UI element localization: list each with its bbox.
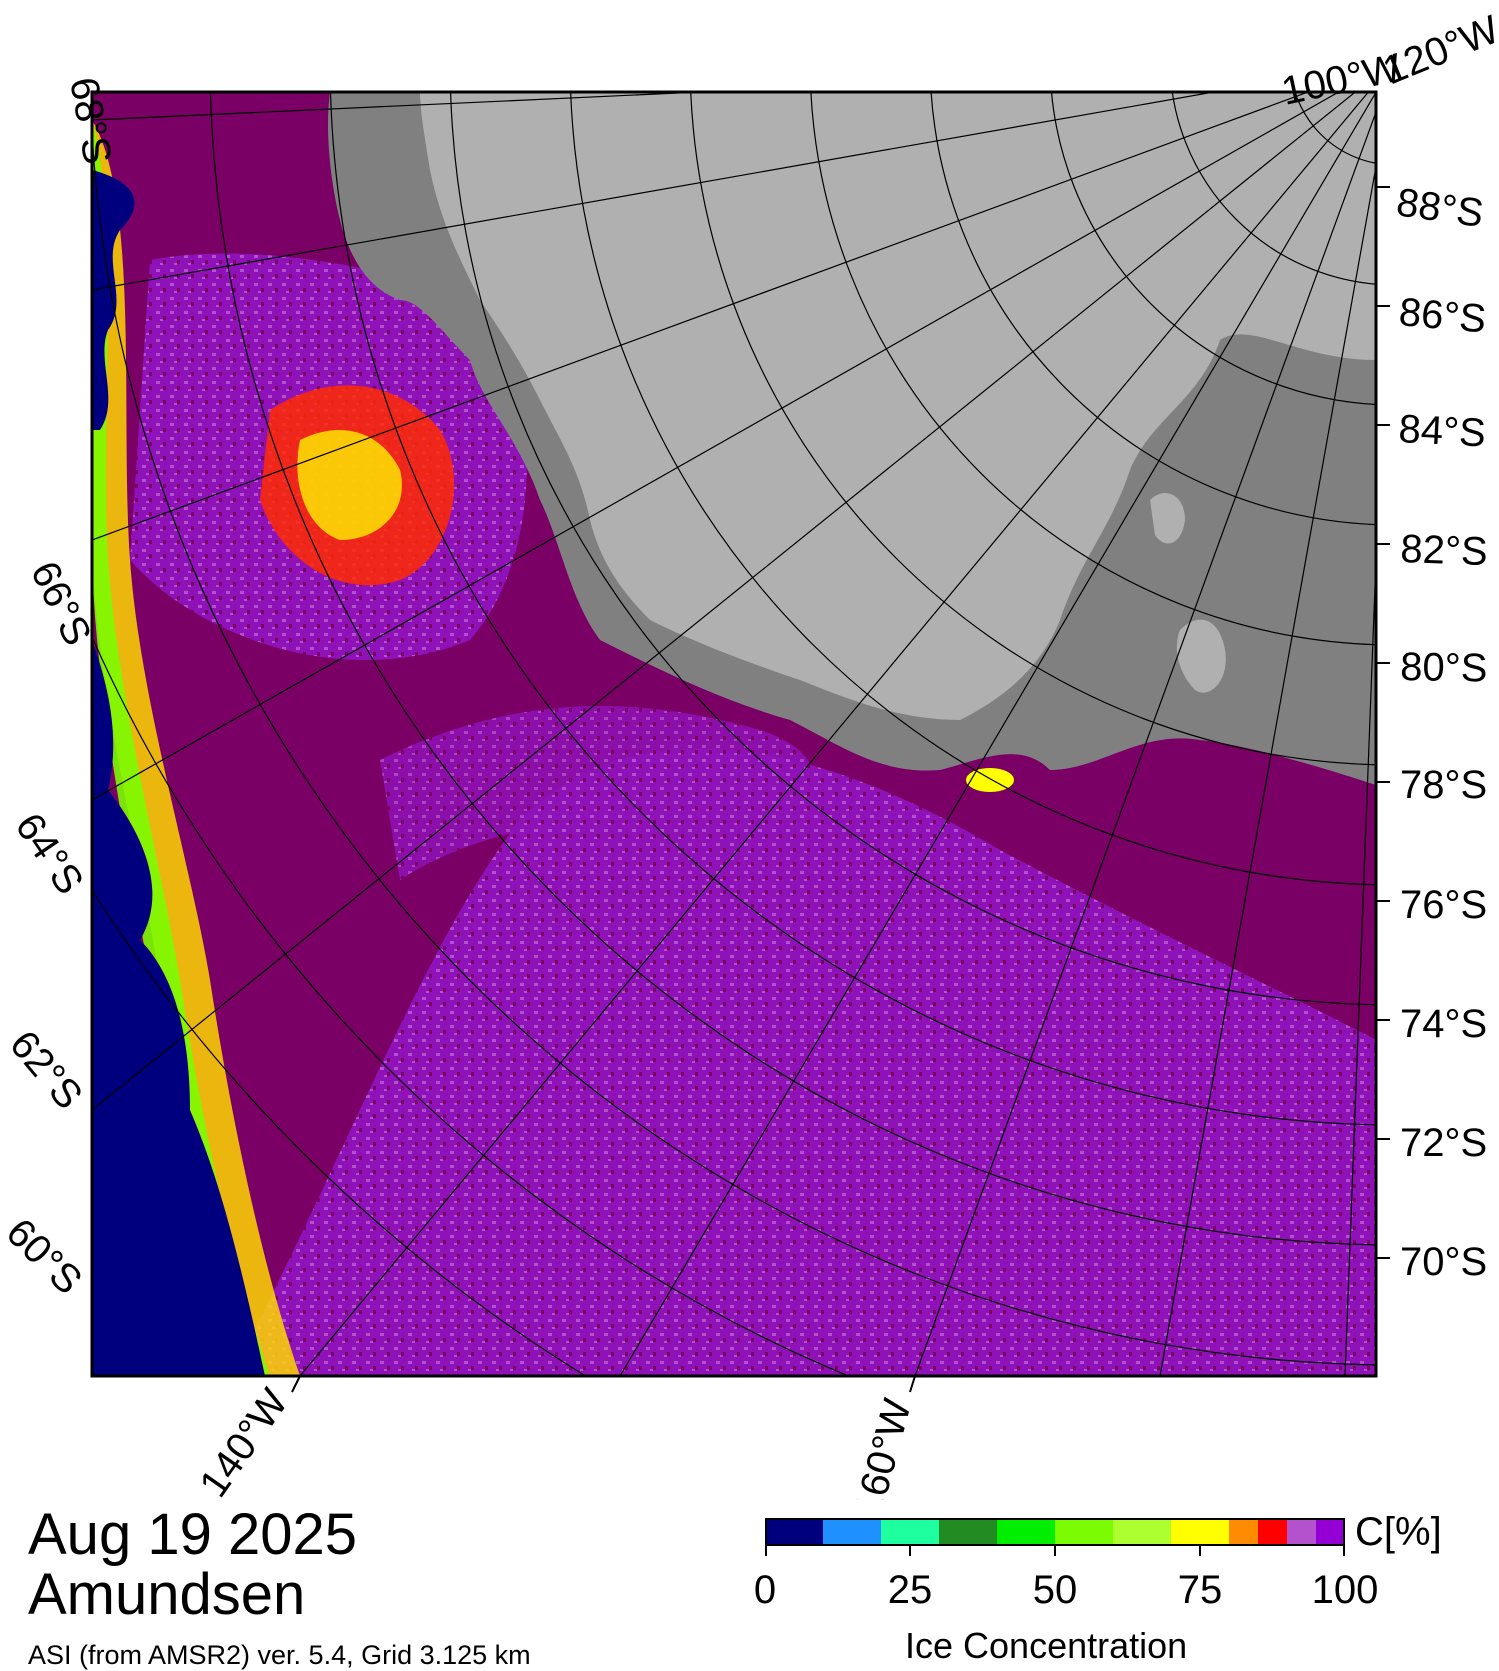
frame-ticks (291, 186, 1390, 1393)
title-block: Aug 19 2025 Amundsen (28, 1505, 357, 1625)
lat-label-76: 76°S (1400, 883, 1487, 927)
colorbar-tick-75: 75 (1177, 1568, 1223, 1612)
open-water-main (92, 640, 265, 1376)
land-island (1176, 619, 1226, 693)
lat-label-66: 66°S (22, 555, 100, 653)
lat-label-84: 84°S (1398, 407, 1487, 456)
colorbar-segment-6 (1113, 1518, 1171, 1546)
low-concentration-patch-core (297, 430, 402, 540)
data-source: ASI (from AMSR2) ver. 5.4, Grid 3.125 km (28, 1640, 531, 1670)
colorbar-frame (765, 1518, 1345, 1546)
colorbar-segment-3 (939, 1518, 997, 1546)
colorbar-segment-5 (1055, 1518, 1113, 1546)
region-name: Amundsen (28, 1562, 306, 1627)
lat-label-72: 72°S (1400, 1121, 1487, 1165)
lat-label-82: 82°S (1400, 527, 1489, 574)
lat-label-60: 60°S (0, 1210, 90, 1303)
colorbar-tick-100: 100 (1311, 1568, 1379, 1612)
colorbar-title: Ice Concentration (905, 1625, 1188, 1666)
graticule (92, 92, 1376, 1376)
mixed-ice-band (230, 748, 1376, 1376)
antarctic-land (420, 92, 1376, 720)
colorbar-tick-50: 50 (1032, 1568, 1078, 1612)
lon-label-160w: 160°W (846, 1394, 920, 1500)
lon-label-140w: 140°W (191, 1381, 296, 1500)
map-frame (90, 90, 1378, 1378)
mixed-ice-band-upper (380, 706, 813, 880)
lat-label-80: 80°S (1400, 645, 1488, 691)
colorbar-tick-25: 25 (887, 1568, 933, 1612)
colorbar-segment-9 (1258, 1518, 1287, 1546)
colorbar (765, 1518, 1345, 1556)
colorbar-segment-8 (1229, 1518, 1258, 1546)
colorbar-tick-0: 0 (753, 1568, 777, 1612)
lat-label-68: 68°S (61, 74, 119, 167)
lat-label-78: 78°S (1400, 763, 1487, 807)
colorbar-segment-4 (997, 1518, 1055, 1546)
colorbar-segment-10 (1287, 1518, 1316, 1546)
lon-label-120w: 120°W (1377, 7, 1499, 93)
colorbar-segment-0 (765, 1518, 823, 1546)
lat-label-88: 88°S (1394, 180, 1486, 236)
lat-label-62: 62°S (1, 1023, 91, 1118)
lat-label-64: 64°S (7, 805, 92, 902)
colorbar-segment-1 (823, 1518, 881, 1546)
lat-label-74: 74°S (1400, 1002, 1487, 1046)
colorbar-segment-2 (881, 1518, 939, 1546)
ice-concentration-map: 88°S 86°S 84°S 82°S 80°S 78°S 76°S 74°S … (0, 7, 1499, 1500)
colorbar-segment-11 (1316, 1518, 1345, 1546)
land-island (1150, 492, 1185, 544)
lat-label-70: 70°S (1400, 1240, 1487, 1284)
map-date: Aug 19 2025 (28, 1502, 357, 1567)
colorbar-segment-7 (1171, 1518, 1229, 1546)
open-water (92, 170, 135, 430)
lat-label-86: 86°S (1397, 290, 1488, 341)
colorbar-unit: C[%] (1355, 1510, 1442, 1554)
